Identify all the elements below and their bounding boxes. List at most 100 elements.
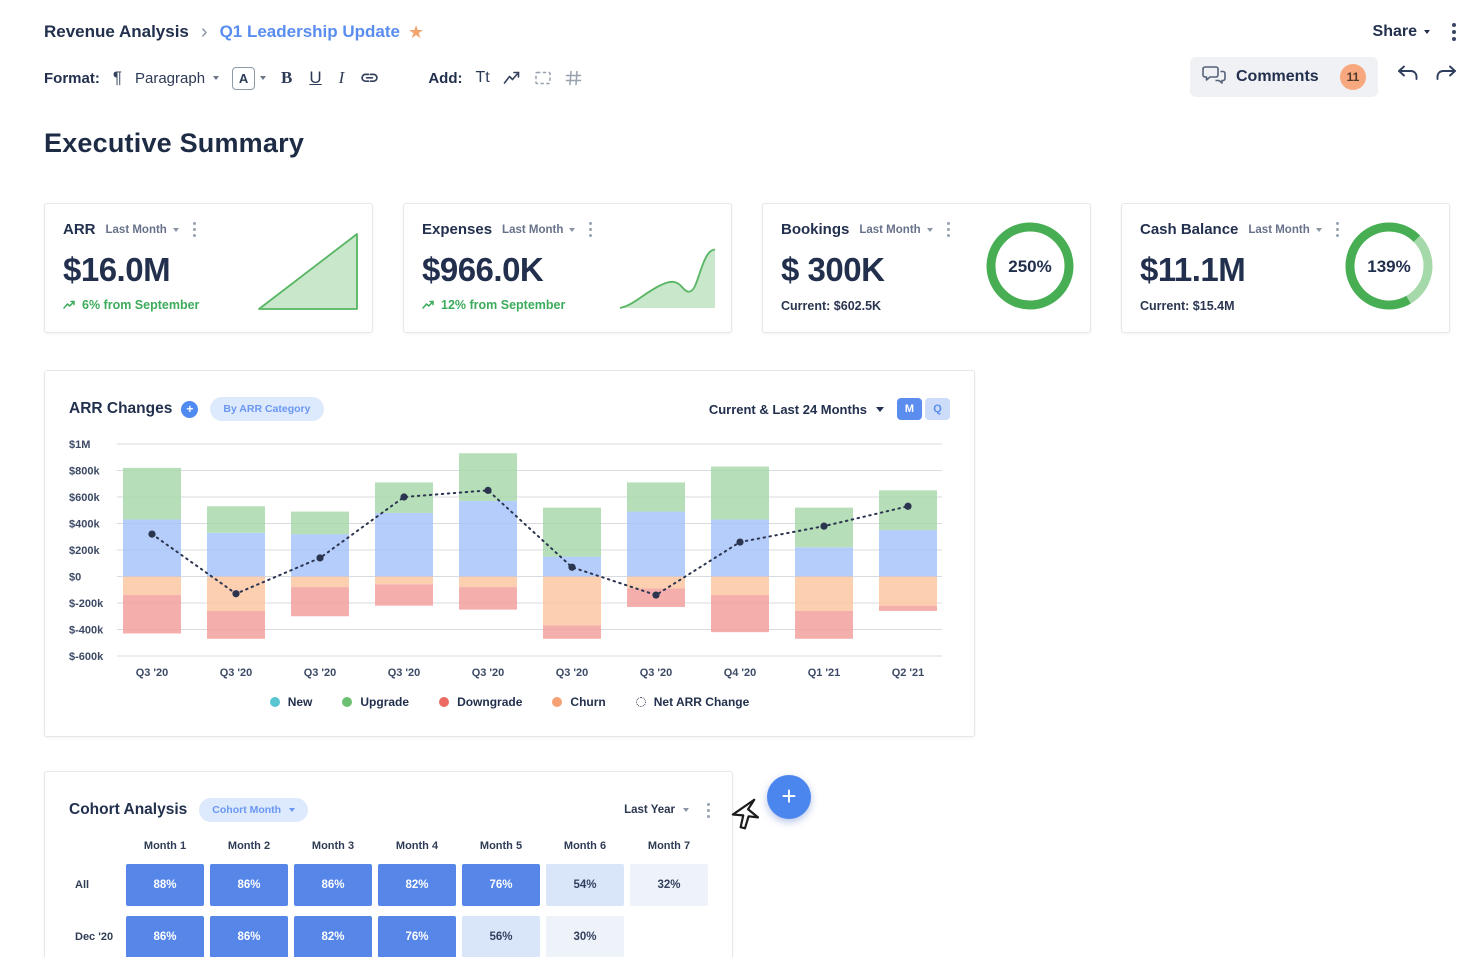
legend-item[interactable]: Downgrade (439, 695, 522, 709)
cohort-cell: 86% (294, 864, 372, 906)
svg-text:Q3 '20: Q3 '20 (220, 667, 253, 679)
add-text-button[interactable]: Tt (475, 69, 490, 86)
comments-label: Comments (1236, 68, 1319, 85)
cohort-column-header: Month 2 (227, 840, 271, 852)
format-label: Format: (44, 69, 100, 87)
kpi-value: $ 300K (781, 251, 885, 288)
legend-item[interactable]: Churn (552, 695, 606, 709)
kpi-value: $966.0K (422, 251, 544, 288)
cohort-table: Month 1 Month 2 Month 3 Month 4 Month 5 Month… (75, 840, 708, 957)
arr-changes-chart[interactable]: $1M $800k $600k $400k $200k $0 $-200k $-400k $-6… (45, 429, 976, 685)
cohort-cell: 76% (462, 864, 540, 906)
share-button[interactable]: Share (1373, 23, 1430, 41)
cohort-month-pill[interactable]: Cohort Month (199, 798, 309, 822)
page-title: Executive Summary (44, 128, 305, 158)
kpi-period-dropdown[interactable]: Last Month (502, 224, 576, 236)
chevron-down-icon (1424, 30, 1430, 34)
cohort-more-button[interactable] (703, 801, 714, 820)
legend-dot-icon (269, 697, 280, 707)
legend-item[interactable]: New (269, 695, 313, 709)
kpi-current: Current: $602.5K (781, 299, 882, 313)
cohort-cell: 86% (126, 916, 204, 957)
kpi-value: $16.0M (63, 251, 171, 288)
kpi-title: Expenses (422, 221, 493, 238)
chart-legend: New Upgrade Downgrade Churn Net ARR Change (45, 695, 974, 709)
paragraph-style-dropdown[interactable]: Paragraph (135, 70, 220, 87)
date-range-label: Current & Last 24 Months (708, 401, 867, 417)
toggle-monthly-button[interactable]: M (897, 398, 922, 420)
add-block-button[interactable]: + (767, 775, 811, 819)
kpi-more-button[interactable] (1332, 220, 1343, 239)
comments-button[interactable]: Comments 11 (1190, 57, 1378, 97)
cohort-cell: 54% (546, 864, 624, 906)
cohort-row-label: Dec '20 (75, 931, 114, 943)
legend-item[interactable]: Net ARR Change (635, 695, 749, 709)
cohort-cell: 86% (210, 864, 288, 906)
trend-up-icon (422, 300, 434, 309)
kpi-period-label: Last Month (105, 223, 167, 236)
kpi-title: Cash Balance (1140, 221, 1239, 238)
kpi-current: Current: $15.4M (1140, 299, 1235, 313)
chevron-down-icon[interactable] (260, 76, 267, 80)
cohort-range-dropdown[interactable]: Last Year (624, 804, 689, 816)
svg-text:$1M: $1M (69, 439, 90, 451)
pilcrow-icon[interactable]: ¶ (112, 68, 122, 87)
svg-text:$600k: $600k (69, 492, 100, 504)
kpi-period-label: Last Month (1248, 223, 1310, 236)
arr-category-pill[interactable]: By ARR Category (210, 397, 324, 421)
cohort-cell: 32% (630, 864, 708, 906)
cohort-column-header: Month 6 (563, 840, 607, 852)
redo-icon[interactable] (1434, 63, 1458, 83)
legend-dot-icon (552, 697, 563, 707)
legend-dot-icon (439, 697, 450, 707)
trend-icon[interactable] (503, 70, 521, 86)
svg-text:Q3 '20: Q3 '20 (388, 667, 421, 679)
star-icon[interactable]: ★ (408, 21, 425, 42)
toggle-quarterly-button[interactable]: Q (925, 398, 950, 420)
grid-icon[interactable] (565, 70, 582, 86)
chevron-down-icon (1315, 227, 1322, 232)
cohort-analysis-card: Cohort Analysis Cohort Month Last Year M… (44, 771, 733, 957)
date-range-dropdown[interactable]: Current & Last 24 Months (709, 402, 884, 417)
kpi-period-dropdown[interactable]: Last Month (859, 224, 933, 236)
legend-dot-icon (342, 697, 353, 707)
svg-text:$-400k: $-400k (69, 625, 104, 637)
svg-text:$200k: $200k (69, 545, 100, 557)
cohort-column-header: Month 5 (479, 840, 523, 852)
cohort-corner-cell (75, 846, 120, 848)
italic-button[interactable]: I (338, 68, 345, 87)
bold-button[interactable]: B (281, 68, 293, 87)
cash-progress-ring: 139% (1345, 222, 1433, 310)
comments-count-badge: 11 (1340, 64, 1366, 90)
breadcrumb-parent[interactable]: Revenue Analysis (44, 22, 189, 41)
kpi-more-button[interactable] (585, 220, 596, 239)
bookings-progress-ring: 250% (986, 222, 1074, 310)
kpi-period-dropdown[interactable]: Last Month (1248, 223, 1322, 236)
legend-label: New (287, 695, 313, 709)
kpi-period-dropdown[interactable]: Last Month (106, 224, 179, 236)
cohort-row-label: All (75, 879, 90, 891)
kpi-delta: 12% from September (422, 298, 715, 312)
chart-add-info-icon[interactable]: + (181, 400, 199, 418)
format-toolbar: Format: ¶ Paragraph A B U I Add: Tt (44, 60, 582, 96)
svg-text:Q3 '20: Q3 '20 (640, 667, 673, 679)
link-icon[interactable] (359, 70, 380, 86)
cohort-cell: 86% (210, 916, 288, 957)
breadcrumb-current[interactable]: Q1 Leadership Update (219, 22, 400, 41)
legend-label: Churn (570, 695, 606, 709)
frame-icon[interactable] (534, 70, 552, 86)
chevron-right-icon: › (200, 20, 208, 43)
kpi-more-button[interactable] (189, 220, 200, 239)
kpi-more-button[interactable] (943, 220, 954, 239)
svg-text:$-200k: $-200k (69, 598, 104, 610)
svg-text:$-600k: $-600k (69, 651, 104, 663)
undo-icon[interactable] (1396, 63, 1420, 83)
underline-button[interactable]: U (309, 68, 322, 87)
svg-text:Q3 '20: Q3 '20 (136, 667, 169, 679)
more-menu-button[interactable] (1448, 21, 1460, 43)
kpi-card-cash-balance: Cash Balance Last Month $11.1M Current: … (1121, 203, 1450, 333)
legend-item[interactable]: Upgrade (342, 695, 409, 709)
cohort-column-header: Month 1 (143, 840, 187, 852)
text-color-button[interactable]: A (232, 66, 256, 90)
